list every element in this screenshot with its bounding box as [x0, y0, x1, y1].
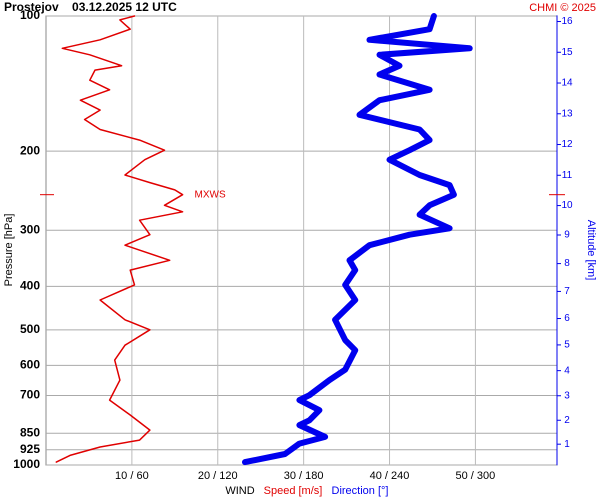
y-tick-label: 600: [20, 358, 40, 372]
y-tick-label: 700: [20, 388, 40, 402]
x-tick-label: 10 / 60: [115, 470, 149, 482]
y2-tick-label: 16: [561, 16, 573, 27]
y2-tick-label: 9: [564, 230, 570, 241]
y2-tick-label: 14: [561, 78, 573, 89]
credit: CHMI © 2025: [529, 2, 596, 14]
y-tick-label: 300: [20, 222, 40, 236]
y-tick-label: 200: [20, 143, 40, 157]
profile-line: [55, 15, 184, 463]
y-tick-label: 1000: [13, 457, 40, 471]
x-tick-label: 20 / 120: [198, 470, 238, 482]
y-tick-label: 850: [20, 425, 40, 439]
y2-tick-label: 13: [561, 108, 573, 119]
profile-line: [242, 13, 473, 466]
y2-tick-label: 11: [562, 170, 573, 181]
annotation: MXWS: [195, 189, 226, 200]
y2-tick-label: 12: [561, 139, 573, 150]
y-tick-label: 100: [20, 8, 40, 22]
y-tick-label: 925: [20, 442, 40, 456]
y2-tick-label: 10: [561, 200, 573, 211]
y2-tick-label: 5: [564, 340, 570, 351]
x-tick-label: 30 / 180: [284, 470, 324, 482]
legend-entry: Direction [°]: [332, 485, 389, 497]
legend-entry: Speed [m/s]: [264, 485, 323, 497]
y2-tick-label: 1: [564, 439, 570, 450]
y2-tick-label: 2: [564, 415, 570, 426]
y2-tick-label: 7: [564, 286, 570, 297]
y2-tick-label: 15: [561, 47, 573, 58]
x-axis-label: WIND: [225, 485, 254, 497]
y2-tick-label: 8: [564, 258, 570, 269]
x-tick-label: 50 / 300: [456, 470, 496, 482]
y2-tick-label: 3: [564, 390, 570, 401]
y-tick-label: 400: [20, 278, 40, 292]
y-axis-label: Pressure [hPa]: [3, 214, 15, 287]
chart-title: Prostejov 03.12.2025 12 UTC: [4, 0, 177, 14]
y-tick-label: 500: [20, 322, 40, 336]
x-tick-label: 40 / 240: [370, 470, 410, 482]
y2-axis-label: Altitude [km]: [585, 220, 597, 281]
y2-tick-label: 6: [564, 313, 570, 324]
y2-tick-label: 4: [564, 365, 570, 376]
